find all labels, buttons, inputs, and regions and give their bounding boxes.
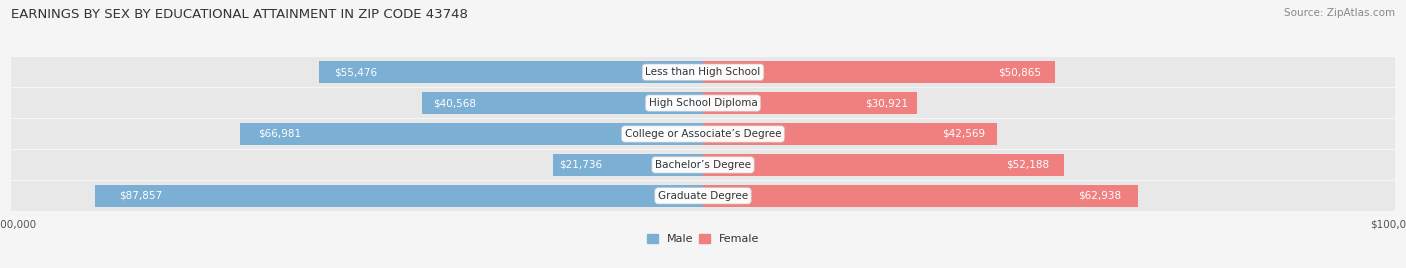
Bar	[11, 57, 1395, 87]
Bar	[703, 92, 917, 114]
Bar	[422, 92, 703, 114]
Text: $30,921: $30,921	[865, 98, 908, 108]
Bar	[11, 119, 1395, 149]
Text: $55,476: $55,476	[335, 67, 378, 77]
Text: $52,188: $52,188	[1007, 160, 1049, 170]
Text: Less than High School: Less than High School	[645, 67, 761, 77]
Bar	[11, 150, 1395, 180]
Legend: Male, Female: Male, Female	[647, 234, 759, 244]
Text: $87,857: $87,857	[120, 191, 163, 201]
Bar	[239, 123, 703, 145]
Bar	[703, 123, 997, 145]
Text: $40,568: $40,568	[433, 98, 477, 108]
Text: High School Diploma: High School Diploma	[648, 98, 758, 108]
Text: College or Associate’s Degree: College or Associate’s Degree	[624, 129, 782, 139]
Bar	[11, 88, 1395, 118]
Bar	[703, 185, 1139, 207]
Text: $42,569: $42,569	[942, 129, 986, 139]
Text: Graduate Degree: Graduate Degree	[658, 191, 748, 201]
Bar	[96, 185, 703, 207]
Text: $66,981: $66,981	[259, 129, 301, 139]
Text: Source: ZipAtlas.com: Source: ZipAtlas.com	[1284, 8, 1395, 18]
Bar	[319, 61, 703, 83]
Text: $62,938: $62,938	[1078, 191, 1121, 201]
Bar	[703, 154, 1064, 176]
Text: $50,865: $50,865	[998, 67, 1040, 77]
Text: $21,736: $21,736	[558, 160, 602, 170]
Bar	[553, 154, 703, 176]
Text: Bachelor’s Degree: Bachelor’s Degree	[655, 160, 751, 170]
Bar	[11, 181, 1395, 211]
Bar	[703, 61, 1054, 83]
Text: EARNINGS BY SEX BY EDUCATIONAL ATTAINMENT IN ZIP CODE 43748: EARNINGS BY SEX BY EDUCATIONAL ATTAINMEN…	[11, 8, 468, 21]
